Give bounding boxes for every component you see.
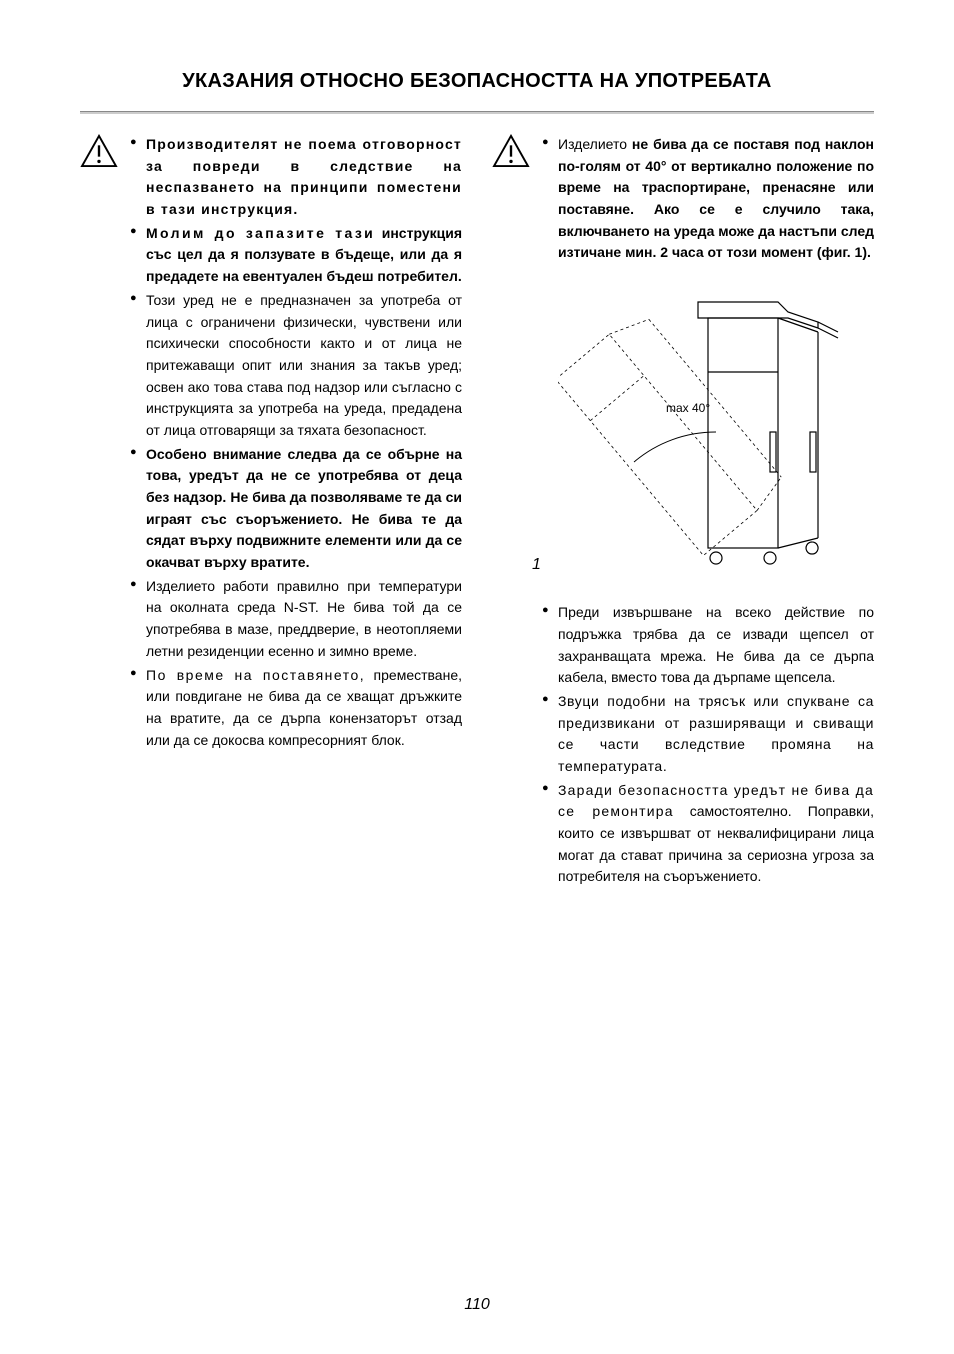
- list-item: Изделието работи правилно при температур…: [130, 576, 462, 663]
- right-top-list: Изделието не бива да се поставя под накл…: [542, 134, 874, 264]
- figure-1: max 40° 1: [542, 282, 874, 582]
- figure-number: 1: [532, 556, 541, 574]
- angle-label: max 40°: [666, 401, 710, 415]
- left-column: Производителят не поема отговорност за п…: [80, 134, 462, 890]
- page-title: УКАЗАНИЯ ОТНОСНО БЕЗОПАСНОСТТА НА УПОТРЕ…: [80, 70, 874, 93]
- right-column: Изделието не бива да се поставя под накл…: [492, 134, 874, 890]
- content-columns: Производителят не поема отговорност за п…: [80, 134, 874, 890]
- fridge-diagram: max 40°: [558, 282, 858, 582]
- warning-icon: [80, 134, 118, 173]
- list-item: Производителят не поема отговорност за п…: [130, 134, 462, 221]
- list-item: По време на поставянето, преместване, ил…: [130, 665, 462, 752]
- right-list: Преди извършване на всеко действие по по…: [542, 602, 874, 888]
- list-item: Звуци подобни на трясък или спукване са …: [542, 691, 874, 778]
- title-divider: [80, 111, 874, 114]
- right-text-col: Изделието не бива да се поставя под накл…: [542, 134, 874, 890]
- list-item: Особено внимание следва да се обърне на …: [130, 444, 462, 574]
- list-item: Молим до запазите тази инструкция със це…: [130, 223, 462, 288]
- warning-icon: [492, 134, 530, 173]
- right-icon-col: [492, 134, 530, 890]
- left-list: Производителят не поема отговорност за п…: [130, 134, 462, 751]
- right-top-item: Изделието не бива да се поставя под накл…: [542, 134, 874, 264]
- left-text-col: Производителят не поема отговорност за п…: [130, 134, 462, 890]
- list-item: Този уред не е предназначен за употреба …: [130, 290, 462, 442]
- list-item: Преди извършване на всеко действие по по…: [542, 602, 874, 689]
- left-icon-col: [80, 134, 118, 890]
- page-number: 110: [0, 1296, 954, 1314]
- list-item: Заради безопасността уредът не бива да с…: [542, 780, 874, 888]
